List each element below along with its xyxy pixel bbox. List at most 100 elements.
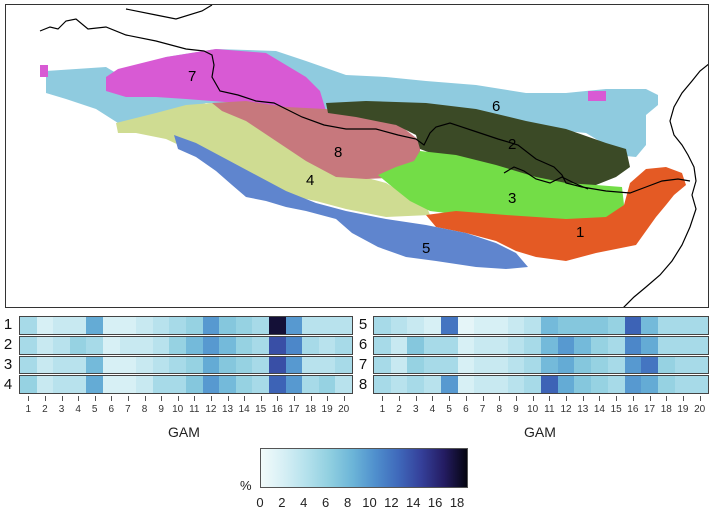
heatmap-left-row-2 [19, 335, 353, 355]
heatmap-x-tick-mark [632, 396, 634, 401]
heatmap-x-tick-label: 11 [544, 404, 555, 415]
region-1 [426, 167, 686, 261]
heatmap-x-tick-label: 17 [643, 404, 656, 415]
heatmap-x-tick-label: 7 [125, 404, 131, 415]
heatmap-left-cell [285, 317, 303, 334]
heatmap-x-tick-label: 11 [189, 404, 200, 415]
heatmap-x-tick-label: 20 [694, 404, 706, 415]
heatmap-right-cell [557, 356, 575, 374]
region-label-6: 6 [492, 98, 500, 115]
heatmap-left-cell [269, 336, 287, 354]
heatmap-right-cell [674, 317, 692, 334]
heatmap-x-tick-label: 19 [677, 404, 689, 415]
heatmap-right-cell [541, 376, 559, 393]
region-label-2: 2 [508, 136, 516, 153]
heatmap-x-tick-mark [532, 396, 534, 401]
heatmap-x-tick-mark [515, 396, 517, 401]
heatmap-right-cell [524, 317, 542, 334]
heatmap-right-cell [457, 356, 475, 374]
heatmap-x-tick-label: 2 [396, 404, 402, 415]
heatmap-right-cell [641, 336, 659, 354]
heatmap-left-cell [169, 376, 187, 393]
heatmap-left-cell [202, 317, 220, 334]
region-map: 7 6 2 8 4 3 1 5 [39, 5, 708, 307]
heatmap-left-cell [152, 336, 170, 354]
coastline-west [39, 18, 691, 194]
colorbar-unit: % [240, 478, 252, 493]
heatmap-left-cell [269, 356, 287, 374]
heatmap-x-tick-label: 12 [560, 404, 572, 415]
heatmap-x-tick-mark [649, 396, 651, 401]
heatmap-right-cell [390, 376, 408, 393]
heatmap-x-tick-mark [327, 396, 329, 401]
heatmap-x-tick-mark [28, 396, 30, 401]
heatmap-right-cell [474, 336, 492, 354]
heatmap-left-cell [186, 317, 204, 334]
heatmap-x-tick-label: 15 [610, 404, 622, 415]
heatmap-right-cell [457, 376, 475, 393]
heatmap-right-row-2 [373, 335, 709, 355]
heatmap-right-cell [407, 336, 425, 354]
coastline-east [623, 63, 708, 307]
heatmap-right [373, 316, 709, 394]
heatmap-right-cell [557, 336, 575, 354]
heatmap-left-cell [36, 336, 54, 354]
heatmap-x-tick-mark [293, 396, 295, 401]
heatmap-left-cell [119, 356, 137, 374]
heatmap-right-cell [524, 356, 542, 374]
region-label-4: 4 [306, 172, 314, 189]
heatmap-left-cell [252, 356, 270, 374]
heatmap-right-cell [507, 336, 525, 354]
heatmap-x-tick-mark [399, 396, 401, 401]
heatmap-x-tick-label: 4 [75, 404, 81, 415]
heatmap-x-tick-label: 15 [255, 404, 267, 415]
heatmap-left-cell [86, 317, 104, 334]
heatmap-left-cell [136, 317, 154, 334]
heatmap-right-cell [574, 336, 592, 354]
colorbar-tick-label: 0 [256, 495, 264, 510]
heatmap-right-cell [557, 317, 575, 334]
heatmap-x-tick-mark [382, 396, 384, 401]
region-label-1: 1 [576, 224, 584, 241]
heatmap-x-tick-label: 20 [338, 404, 350, 415]
heatmap-x-tick-label: 8 [496, 404, 503, 415]
heatmap-right-cell [541, 317, 559, 334]
heatmap-right-cell [424, 317, 442, 334]
heatmap-x-tick-mark [127, 396, 129, 401]
heatmap-x-tick-mark [343, 396, 345, 401]
heatmap-x-tick-mark [61, 396, 63, 401]
heatmap-right-cell [474, 317, 492, 334]
heatmap-x-tick-label: 16 [627, 404, 639, 415]
heatmap-right-cell [407, 356, 425, 374]
heatmap-left-cell [202, 336, 220, 354]
region-4 [116, 103, 430, 217]
heatmap-right-row-1 [373, 316, 709, 335]
heatmap-left-cell [119, 376, 137, 393]
heatmap-left-cell [86, 356, 104, 374]
colorbar-tick-label: 6 [322, 495, 330, 510]
heatmap-x-tick-mark [161, 396, 163, 401]
heatmap-left-cell [335, 336, 353, 354]
heatmap-x-tick-label: 3 [58, 404, 65, 415]
heatmap-right-cell [607, 356, 625, 374]
heatmap-left-cell [136, 376, 154, 393]
heatmap-x-tick-mark [94, 396, 96, 401]
heatmap-left-cell [20, 376, 38, 393]
heatmap-left-cell [235, 356, 253, 374]
heatmap-left-cell [169, 336, 187, 354]
heatmap-right-cell [474, 376, 492, 393]
heatmap-left-cell [219, 317, 237, 334]
heatmap-left-cell [69, 317, 87, 334]
heatmap-right-x-title: GAM [524, 424, 556, 440]
heatmap-left-cell [169, 317, 187, 334]
heatmap-left-cell [36, 376, 54, 393]
heatmap-left-cell [302, 317, 320, 334]
heatmap-right-cell [440, 376, 458, 393]
heatmap-right-cell [574, 356, 592, 374]
heatmap-left-cell [269, 317, 287, 334]
heatmap-right-cell [641, 356, 659, 374]
region-7-patch [40, 65, 48, 77]
heatmap-left-cell [103, 336, 121, 354]
heatmap-x-tick-mark [549, 396, 551, 401]
heatmap-right-cell [407, 317, 425, 334]
